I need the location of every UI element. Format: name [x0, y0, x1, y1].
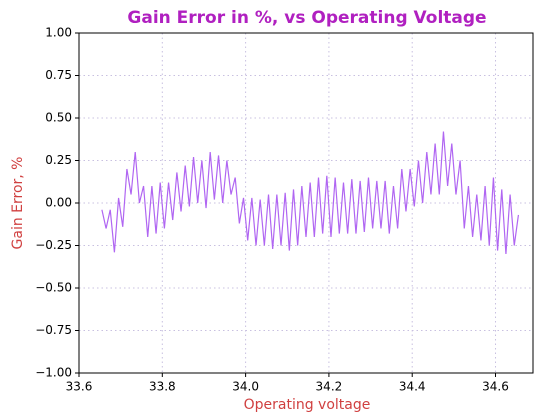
x-tick-label: 33.8 — [149, 380, 176, 394]
x-axis-label: Operating voltage — [244, 397, 371, 413]
x-tick-label: 34.4 — [399, 380, 426, 394]
y-tick-label: −0.25 — [35, 238, 72, 252]
y-tick-label: 1.00 — [45, 26, 72, 40]
y-tick-label: −0.75 — [35, 323, 72, 337]
y-tick-label: 0.25 — [45, 153, 72, 167]
x-tick-label: 34.6 — [482, 380, 509, 394]
x-tick-label: 33.6 — [66, 380, 93, 394]
y-tick-label: −0.50 — [35, 281, 72, 295]
data-line — [101, 131, 520, 255]
chart-title: Gain Error in %, vs Operating Voltage — [127, 8, 486, 28]
y-tick-label: 0.00 — [45, 196, 72, 210]
y-tick-label: −1.00 — [35, 366, 72, 380]
y-tick-label: 0.75 — [45, 68, 72, 82]
x-tick-label: 34.0 — [232, 380, 259, 394]
y-tick-label: 0.50 — [45, 111, 72, 125]
x-tick-label: 34.2 — [316, 380, 343, 394]
plot-frame — [78, 32, 534, 374]
y-axis-label: Gain Error, % — [10, 157, 26, 250]
